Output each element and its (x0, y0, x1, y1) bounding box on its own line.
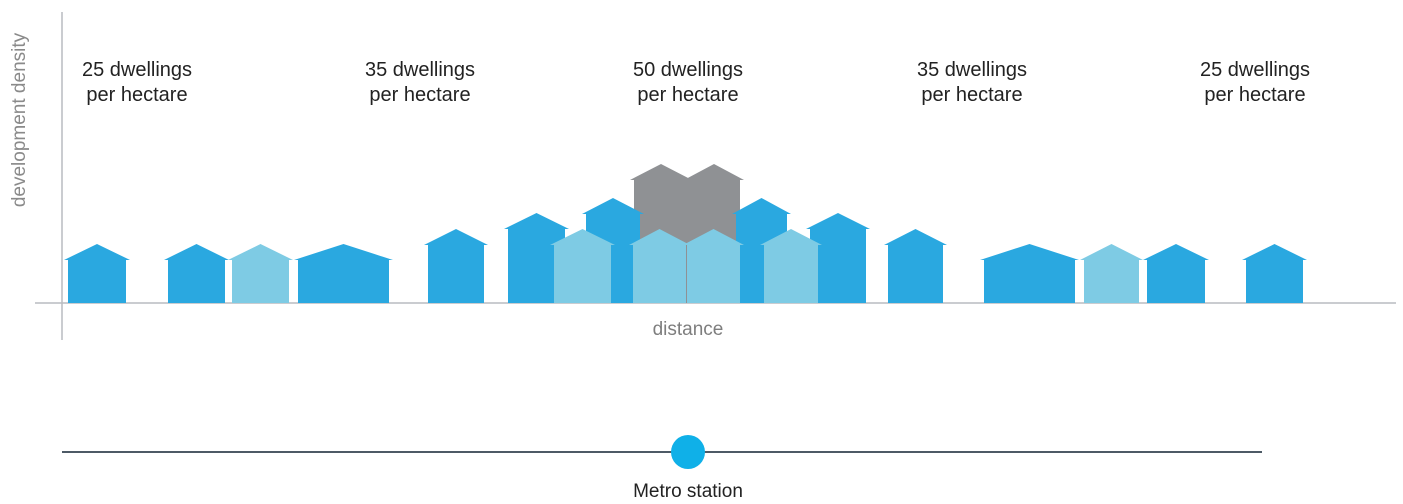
house-icon (294, 244, 393, 303)
house-icon (683, 229, 744, 303)
density-label-zone-5-unit: per hectare (1204, 84, 1306, 106)
density-label-zone-4-value: 35 dwellings (916, 59, 1028, 81)
density-label-zone-3-unit: per hectare (637, 84, 739, 106)
house-icon (1143, 244, 1209, 303)
house-icon (1242, 244, 1307, 303)
house-icon (550, 229, 615, 303)
house-icon (980, 244, 1079, 303)
density-label-zone-1: 25 dwellings per hectare (17, 58, 257, 108)
density-label-zone-3: 50 dwellings per hectare (568, 58, 808, 108)
houses-group (64, 164, 1307, 303)
house-icon (164, 244, 229, 303)
metro-station-marker[interactable] (671, 435, 705, 469)
house-icon (228, 244, 293, 303)
density-label-zone-5: 25 dwellings per hectare (1135, 58, 1375, 108)
density-label-zone-3-value: 50 dwellings (632, 59, 744, 81)
density-label-zone-4: 35 dwellings per hectare (852, 58, 1092, 108)
density-label-zone-4-unit: per hectare (921, 84, 1023, 106)
density-label-zone-5-value: 25 dwellings (1199, 59, 1311, 81)
house-icon (760, 229, 822, 303)
house-icon (629, 229, 690, 303)
house-icon (1080, 244, 1143, 303)
density-label-zone-2: 35 dwellings per hectare (300, 58, 540, 108)
density-label-zone-1-value: 25 dwellings (81, 59, 193, 81)
house-icon (884, 229, 947, 303)
density-label-zone-2-value: 35 dwellings (364, 59, 476, 81)
metro-station-label: Metro station (633, 481, 743, 502)
density-label-zone-1-unit: per hectare (86, 84, 188, 106)
house-icon (504, 213, 569, 303)
density-label-zone-2-unit: per hectare (369, 84, 471, 106)
house-icon (64, 244, 130, 303)
house-icon (806, 213, 870, 303)
house-icon (424, 229, 488, 303)
x-axis-label: distance (652, 319, 724, 340)
